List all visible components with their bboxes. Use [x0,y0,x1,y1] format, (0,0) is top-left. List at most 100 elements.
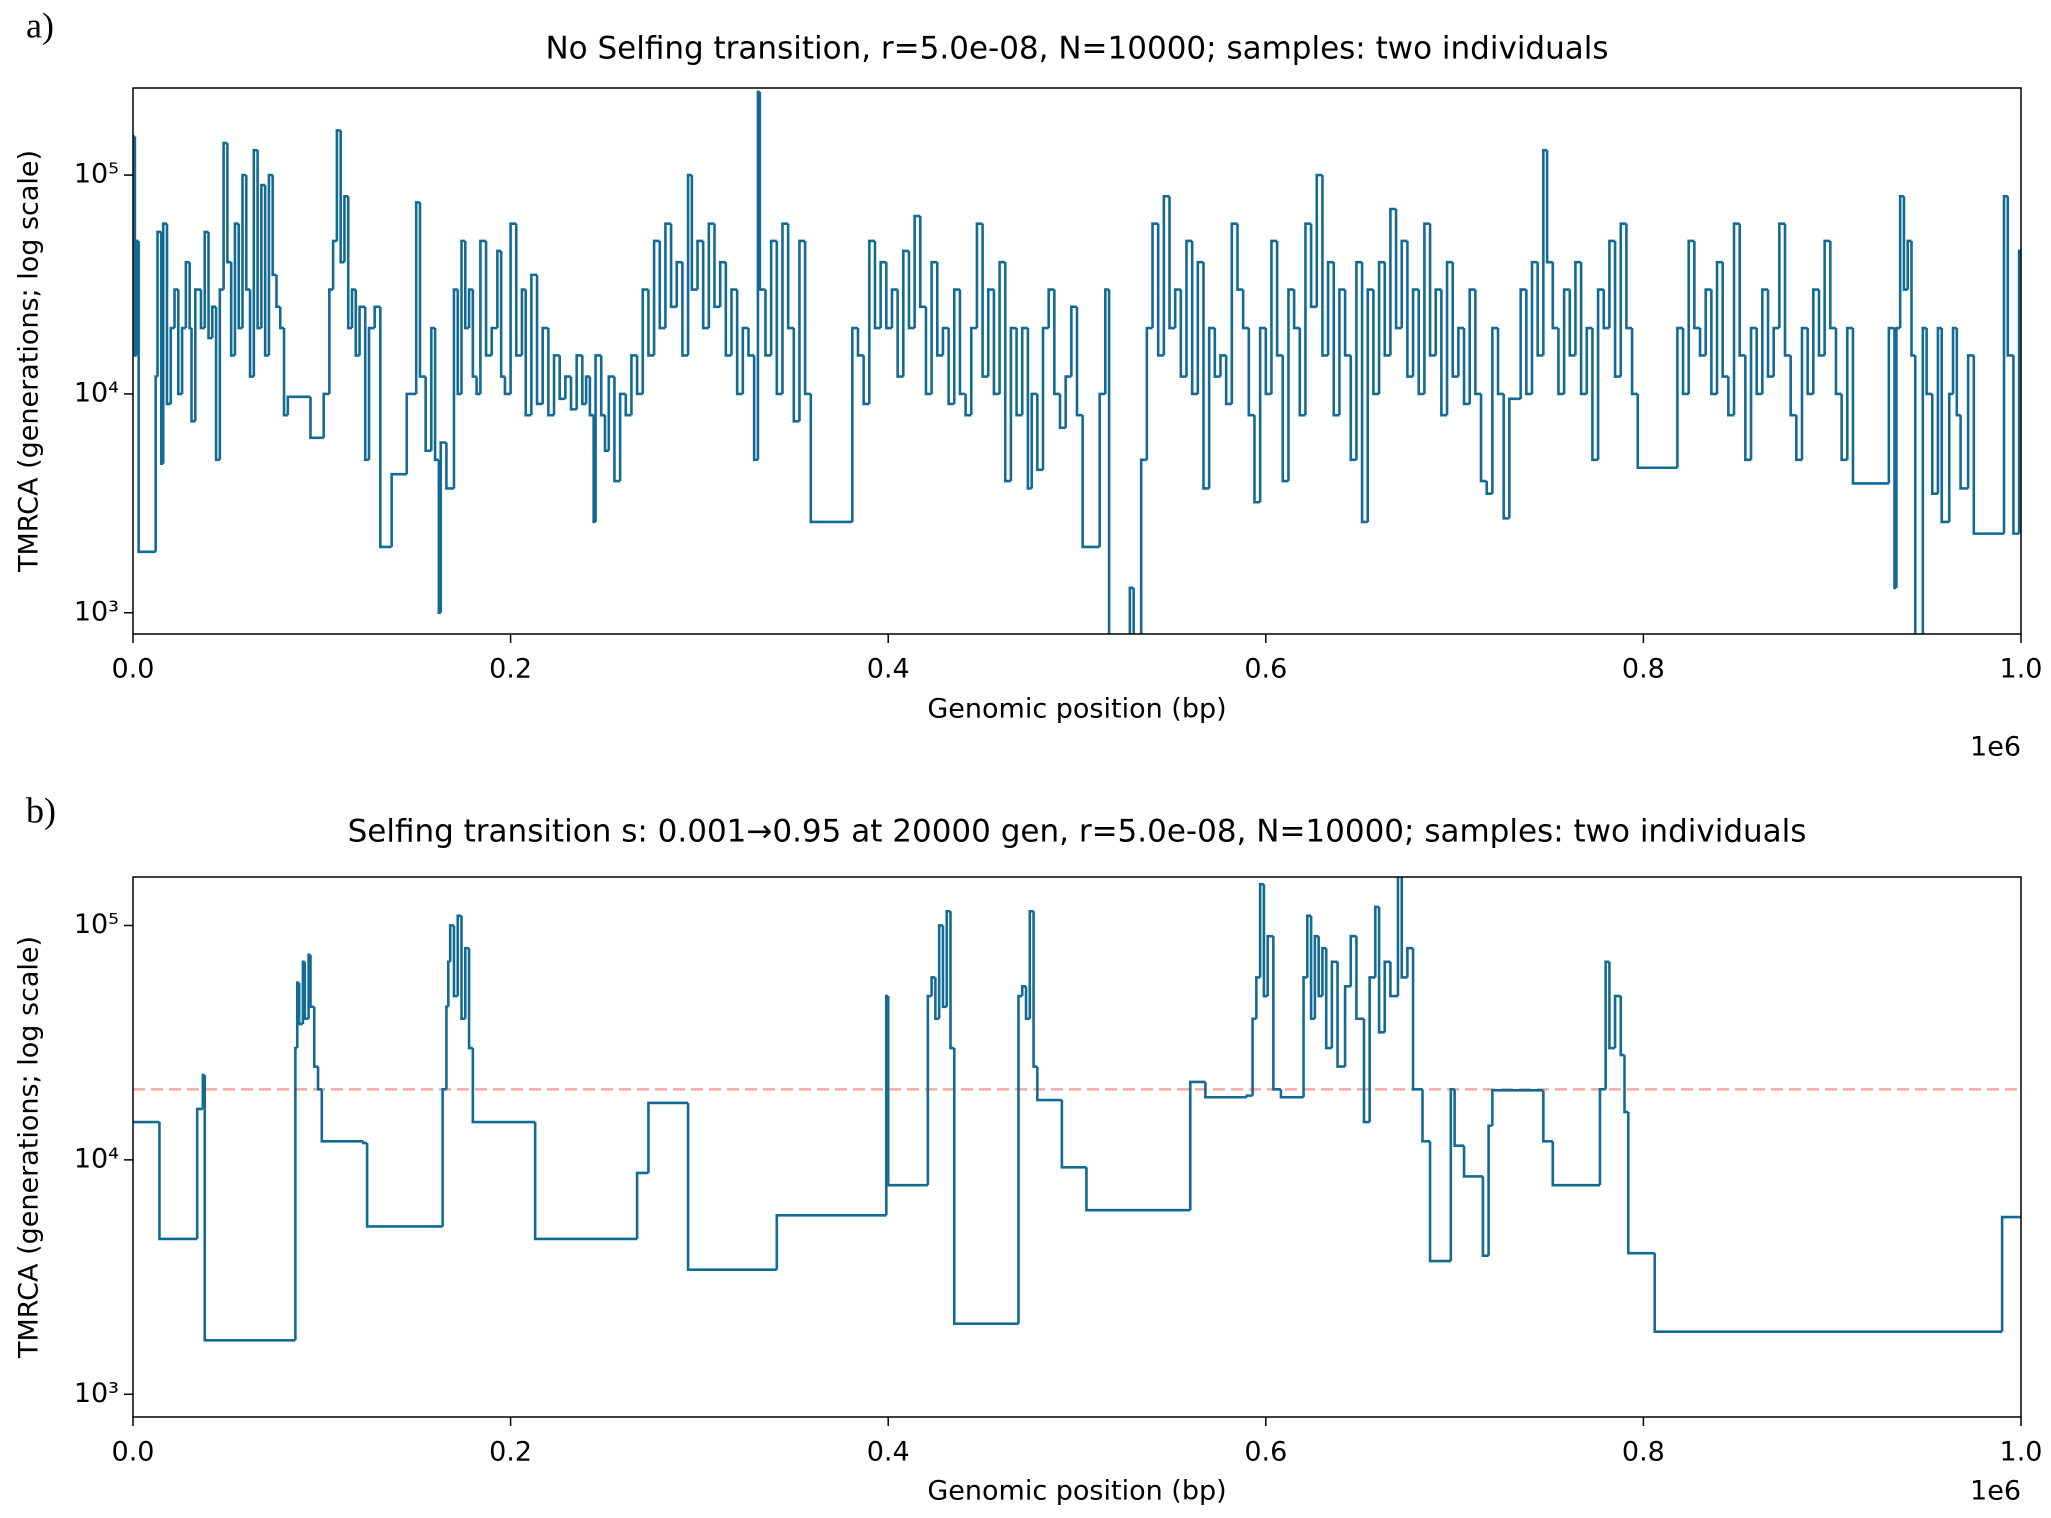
step [467,948,473,1050]
step [1015,328,1023,417]
step [1812,288,1819,394]
step [547,328,555,417]
step [509,222,517,394]
step [913,214,921,329]
step [1508,397,1521,519]
step [1462,1145,1483,1178]
step [1396,877,1400,997]
step [1009,326,1017,482]
step [1428,1141,1451,1263]
step [798,239,806,422]
step [885,262,892,330]
step [331,239,337,290]
x-offset-label: 1e6 [1970,732,2021,763]
step [1275,240,1283,357]
step [981,223,989,378]
step [1411,948,1423,1091]
step [1568,289,1576,357]
step [986,288,994,377]
step [1715,260,1723,394]
step [1598,1088,1606,1186]
step [1377,260,1385,394]
step [180,326,186,394]
step [1481,1176,1489,1258]
step [935,262,943,357]
step [1272,936,1281,1091]
step [890,288,898,329]
step [1190,240,1198,396]
step [1349,934,1357,987]
step [1406,946,1414,978]
step [1453,1089,1465,1147]
step [658,240,666,330]
step [316,1066,322,1091]
y-tick-label: 10³ [74,1378,119,1409]
step [1959,415,1969,490]
step [1241,289,1249,330]
y-tick-label: 10⁵ [74,159,119,190]
step [1653,1253,2003,1333]
step [1846,326,1853,460]
step [1292,289,1300,330]
step [792,328,800,423]
step [1377,906,1385,1034]
step [1834,328,1842,396]
step [445,1005,449,1090]
step [390,472,407,547]
step [1613,240,1621,378]
x-tick-label: 0.0 [112,654,155,685]
step [941,326,949,356]
step [1207,326,1215,489]
step [1851,328,1889,485]
step [1421,1089,1431,1143]
step [1545,150,1553,264]
step [1070,305,1077,377]
step [1298,328,1306,417]
step [1406,240,1414,378]
step [379,306,392,549]
step [1279,1089,1304,1099]
step [594,354,602,522]
step [1536,262,1544,357]
step [479,239,487,394]
step [696,239,704,290]
step [514,223,522,357]
step [681,262,689,357]
step [1766,289,1774,378]
step [1389,207,1397,356]
step [613,376,621,483]
step [647,1101,689,1173]
y-tick-label: 10⁴ [74,1143,119,1174]
step [1451,262,1459,378]
step [1202,262,1210,490]
x-tick-label: 0.8 [1622,654,1665,685]
step [952,1048,1019,1326]
step [1417,289,1425,396]
step [441,1088,447,1227]
step [1579,262,1587,396]
step [278,306,285,330]
step [730,288,738,356]
step [1542,1090,1553,1143]
step [541,326,549,404]
step [1151,222,1159,329]
step [1806,328,1814,396]
series [133,877,2021,1342]
step [902,249,909,377]
step [1266,934,1274,997]
step [1630,328,1638,396]
x-tick-label: 0.4 [867,654,910,685]
step [1343,289,1351,357]
step [1085,1167,1191,1212]
step [1253,415,1261,504]
step [1315,173,1323,307]
step [1479,393,1487,483]
step [1623,1055,1629,1114]
step [1687,239,1695,394]
step [886,996,928,1187]
step [1789,355,1797,417]
step [218,288,224,460]
step [1772,326,1780,377]
y-axis-label: TMRCA (generations; log scale) [14,150,45,573]
